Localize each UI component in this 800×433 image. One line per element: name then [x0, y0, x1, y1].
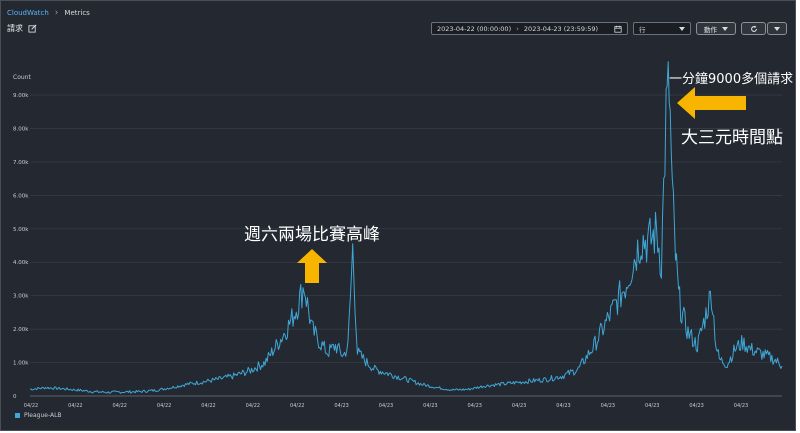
y-axis-label: Count	[13, 74, 31, 81]
x-tick-label: 04/22	[157, 403, 171, 409]
graph-title: 請求	[7, 23, 23, 33]
refresh-icon	[750, 25, 757, 32]
y-tick-label: 1.00k	[13, 361, 29, 367]
actions-button[interactable]: 動作	[696, 22, 736, 35]
caret-down-icon	[722, 26, 728, 31]
x-tick-label: 04/23	[689, 403, 703, 409]
date-range-picker[interactable]: 2023-04-22 (00:00:00) › 2023-04-23 (23:5…	[431, 22, 628, 35]
caret-down-icon	[774, 26, 780, 31]
x-tick-label: 04/23	[423, 403, 437, 409]
y-tick-label: 6.00k	[13, 193, 29, 199]
caret-down-icon	[679, 26, 685, 31]
arrow-left-annotation-icon	[677, 87, 746, 119]
breadcrumb-cloudwatch-link[interactable]: CloudWatch	[7, 9, 49, 17]
chevron-right-icon: ›	[516, 24, 519, 33]
period-select-value: 行	[639, 25, 646, 34]
arrow-up-annotation-icon	[297, 249, 327, 283]
annotation-saturday-peaks: 週六兩場比賽高峰	[244, 225, 380, 245]
series-line-pleague-alb	[29, 61, 783, 394]
legend-label[interactable]: Pleague-ALB	[24, 411, 62, 419]
refresh-button[interactable]	[741, 22, 766, 35]
edit-icon[interactable]	[28, 24, 37, 33]
chart-legend: Pleague-ALB	[15, 410, 62, 420]
x-tick-label: 04/23	[734, 403, 748, 409]
x-tick-label: 04/22	[246, 403, 260, 409]
x-tick-label: 04/23	[334, 403, 348, 409]
x-tick-label: 04/23	[601, 403, 615, 409]
x-tick-label: 04/22	[290, 403, 304, 409]
graph-title-row: 請求	[7, 22, 37, 34]
y-tick-label: 8.00k	[13, 126, 29, 132]
x-tick-label: 04/22	[201, 403, 215, 409]
x-tick-label: 04/23	[645, 403, 659, 409]
x-tick-label: 04/22	[24, 403, 38, 409]
y-tick-label: 5.00k	[13, 227, 29, 233]
refresh-options-button[interactable]	[767, 22, 787, 35]
breadcrumb-current: Metrics	[64, 9, 90, 17]
x-tick-label: 04/22	[68, 403, 82, 409]
chevron-right-icon: ›	[54, 8, 59, 18]
start-date: 2023-04-22 (00:00:00)	[437, 24, 512, 33]
y-tick-label: 0	[13, 394, 17, 400]
x-tick-label: 04/23	[556, 403, 570, 409]
y-tick-label: 7.00k	[13, 160, 29, 166]
y-tick-label: 2.00k	[13, 327, 29, 333]
period-select[interactable]: 行	[633, 22, 691, 35]
actions-button-label: 動作	[704, 25, 717, 34]
x-tick-label: 04/23	[512, 403, 526, 409]
calendar-icon[interactable]	[614, 25, 622, 33]
annotation-peak-reason: 大三元時間點	[681, 128, 783, 148]
annotation-peak-rate: 一分鐘9000多個請求	[669, 72, 794, 87]
legend-swatch	[15, 412, 20, 418]
end-date: 2023-04-23 (23:59:59)	[523, 24, 599, 33]
x-tick-label: 04/23	[379, 403, 393, 409]
breadcrumb: CloudWatch › Metrics	[7, 7, 90, 19]
y-tick-label: 4.00k	[13, 260, 29, 266]
y-tick-label: 9.00k	[13, 93, 29, 99]
y-tick-label: 3.00k	[13, 294, 29, 300]
x-tick-label: 04/22	[113, 403, 127, 409]
toolbar: 2023-04-22 (00:00:00) › 2023-04-23 (23:5…	[431, 21, 787, 36]
x-tick-label: 04/23	[468, 403, 482, 409]
